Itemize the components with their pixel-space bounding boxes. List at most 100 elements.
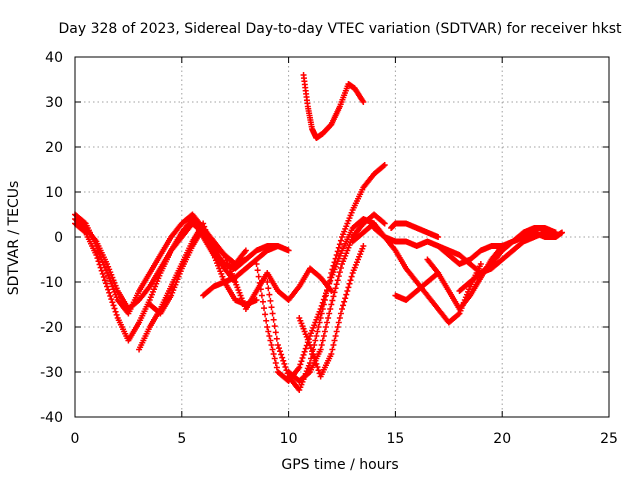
data-point (381, 162, 388, 168)
data-point (310, 351, 317, 358)
series-arc20 (509, 229, 566, 245)
data-point (435, 234, 442, 240)
data-point (336, 241, 343, 248)
data-point (256, 279, 263, 286)
data-point (360, 99, 367, 105)
data-point (327, 274, 334, 281)
data-point (334, 324, 341, 330)
data-point (274, 243, 281, 249)
data-point (266, 333, 273, 339)
data-point (105, 286, 112, 293)
x-axis-title: GPS time / hours (281, 457, 398, 473)
data-point (332, 333, 339, 339)
data-point (282, 364, 289, 371)
data-point (207, 242, 214, 249)
data-point (324, 319, 331, 326)
data-point (97, 264, 104, 271)
tick-labels: 0 5 10 15 20 25 -40 -30 -20 -10 0 10 20 30 40 (40, 50, 618, 447)
x-tick-label: 0 (71, 431, 80, 447)
data-point (262, 311, 269, 318)
data-point (381, 220, 388, 227)
data-point (102, 280, 109, 287)
data-point (333, 328, 340, 335)
data-point (274, 342, 281, 348)
data-point (100, 274, 107, 281)
data-point (265, 328, 272, 335)
data-point (275, 345, 282, 352)
data-point (258, 292, 265, 299)
data-point (254, 267, 261, 274)
data-point (308, 355, 315, 362)
data-point (313, 333, 320, 339)
data-point (306, 342, 313, 348)
data-point (278, 351, 285, 358)
data-point (325, 283, 332, 290)
data-point (277, 348, 284, 355)
data-point (337, 265, 344, 272)
data-point (321, 328, 328, 335)
data-point (335, 244, 342, 251)
data-point (315, 324, 322, 330)
data-point (94, 255, 101, 262)
data-point (109, 299, 116, 306)
data-point (455, 311, 462, 318)
data-point (272, 360, 279, 366)
y-tick-label: 0 (54, 230, 63, 246)
data-point (297, 361, 304, 368)
data-point (328, 270, 335, 276)
data-point (335, 319, 342, 326)
data-point (317, 315, 324, 321)
data-point (267, 337, 274, 344)
data-point (330, 342, 337, 348)
data-point (380, 162, 387, 169)
data-point (314, 364, 321, 371)
data-point (253, 297, 260, 303)
data-point (343, 291, 350, 298)
data-point (110, 302, 117, 309)
data-point (269, 346, 276, 353)
data-point (281, 360, 288, 367)
data-point (321, 297, 328, 303)
y-axis-title: SDTVAR / TECUs (6, 181, 22, 296)
data-point (330, 293, 337, 300)
data-point (271, 355, 278, 362)
data-point (316, 319, 323, 326)
data-point (336, 269, 343, 276)
data-point (302, 345, 309, 352)
data-point (337, 310, 344, 317)
data-point (279, 354, 286, 361)
y-tick-label: -30 (40, 365, 63, 381)
series-arc16 (392, 270, 442, 303)
data-point (95, 258, 102, 265)
data-point (329, 297, 336, 304)
data-point (340, 302, 347, 309)
data-point (300, 351, 307, 358)
series-arc13 (349, 220, 484, 326)
data-point (559, 229, 566, 236)
data-point (266, 291, 273, 298)
data-point (298, 358, 305, 365)
data-point (209, 248, 216, 255)
data-point (313, 360, 320, 367)
series-arc5 (146, 225, 249, 317)
data-point (317, 346, 324, 353)
data-point (327, 306, 334, 312)
data-point (269, 310, 276, 317)
data-point (305, 369, 312, 376)
x-tick-label: 20 (493, 431, 511, 447)
data-point (111, 305, 118, 312)
x-tick-label: 5 (177, 431, 186, 447)
data-marks (72, 72, 566, 393)
data-point (296, 364, 303, 371)
data-point (318, 310, 325, 317)
data-point (318, 342, 325, 348)
data-point (285, 247, 292, 254)
data-point (326, 279, 333, 285)
data-point (299, 355, 306, 362)
data-point (99, 270, 106, 277)
data-point (341, 298, 348, 305)
data-point (333, 281, 340, 288)
data-point (264, 279, 271, 285)
plot-frame (74, 56, 610, 418)
data-point (344, 288, 351, 294)
